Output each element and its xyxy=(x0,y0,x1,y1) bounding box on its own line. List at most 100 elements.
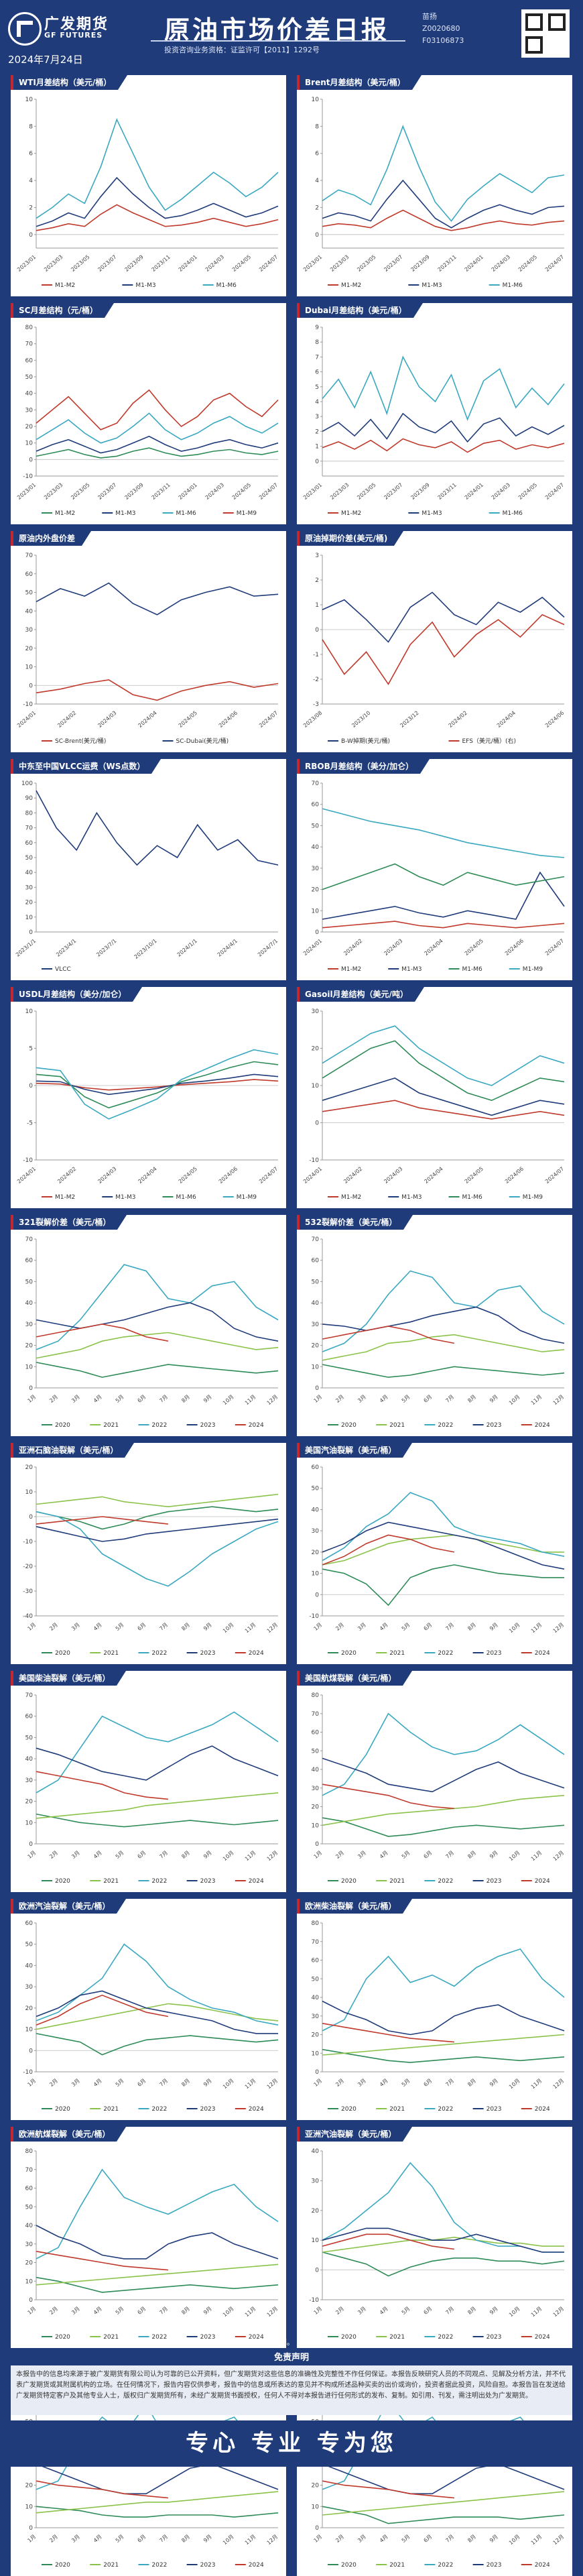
x-tick-label: 2023/11 xyxy=(151,482,172,501)
title-divider xyxy=(151,40,405,42)
y-tick-label: -20 xyxy=(23,1564,33,1570)
y-tick-label: 0 xyxy=(29,929,33,936)
x-tick-label: 2023/01 xyxy=(302,254,323,273)
y-tick-label: 20 xyxy=(25,2260,34,2267)
chart-panel: 亚洲石脑油裂解（美元/桶） -40 -30 -20 -10 0 10 20 1月 2月 3月 4月 5月… xyxy=(11,1443,286,1664)
x-tick-label: 12月 xyxy=(266,2078,279,2091)
series-line xyxy=(36,1518,279,1542)
chart-title: 原油掉期价差(美元/桶) xyxy=(297,531,404,546)
series-line xyxy=(322,2480,454,2499)
x-tick-label: 12月 xyxy=(552,2306,566,2319)
x-tick-label: 5月 xyxy=(115,2078,125,2088)
y-tick-label: 10 xyxy=(312,2050,320,2057)
legend-label: M1-M6 xyxy=(503,282,523,289)
chart-svg: -10 0 10 20 30 40 50 60 1月 2月 3月 4月 5月 6月 7月 8月 9月 10月 11月… xyxy=(309,1464,565,1657)
x-tick-label: 6月 xyxy=(423,2306,434,2316)
x-tick-label: 2023/10/1 xyxy=(133,938,158,960)
legend-label: 2021 xyxy=(389,1422,405,1429)
analyst-id-2: F03106873 xyxy=(422,36,464,45)
x-tick-label: 12月 xyxy=(266,1622,279,1635)
y-tick-label: 0 xyxy=(29,232,33,239)
y-tick-label: 0 xyxy=(315,459,319,465)
y-tick-label: 2 xyxy=(315,577,319,584)
x-tick-label: 9月 xyxy=(489,2534,499,2544)
x-tick-label: 2023/09 xyxy=(409,254,430,273)
x-tick-label: 2023/10 xyxy=(350,710,371,729)
x-tick-label: 7月 xyxy=(444,1622,455,1632)
y-tick-label: 60 xyxy=(312,1958,320,1965)
x-tick-label: 10月 xyxy=(508,1622,521,1635)
y-tick-label: 100 xyxy=(21,780,33,787)
y-tick-label: 30 xyxy=(25,627,34,634)
series-line xyxy=(322,871,565,920)
x-tick-label: 4月 xyxy=(92,1850,103,1860)
x-tick-label: 2023/08 xyxy=(302,710,323,729)
legend-label: 2021 xyxy=(103,1878,119,1885)
chart-svg: 0 10 20 30 40 50 60 70 80 90 100 2023/1/1 2023/4/1 20… xyxy=(15,780,279,973)
x-tick-label: 7月 xyxy=(444,1394,455,1404)
x-tick-label: 1月 xyxy=(312,1850,323,1860)
x-tick-label: 1月 xyxy=(312,2534,323,2544)
chart-panel: 原油掉期价差(美元/桶) -3 -2 -1 0 1 2 3 2023/08 2023/10 2023… xyxy=(297,531,572,752)
x-tick-label: 2月 xyxy=(334,2078,345,2088)
x-tick-label: 7月 xyxy=(444,2534,455,2544)
chart-svg: 0 1 2 3 4 5 6 7 8 9 2023/01 2023/03 2023/05 2023/07 20… xyxy=(302,325,565,517)
legend-label: 2023 xyxy=(487,2562,502,2569)
x-tick-label: 7月 xyxy=(158,1622,169,1632)
series-line xyxy=(36,412,279,444)
chart-panel: 欧洲航煤裂解（美元/桶） 0 10 20 30 40 50 60 70 80 1月 2月 3月 4月 5月 6… xyxy=(11,2127,286,2348)
x-tick-label: 9月 xyxy=(202,2534,213,2544)
series-line xyxy=(322,1795,565,1826)
x-tick-label: 5月 xyxy=(401,1622,411,1632)
x-tick-label: 2024/06 xyxy=(218,710,239,729)
x-tick-label: 2023/03 xyxy=(43,254,64,273)
x-tick-label: 6月 xyxy=(137,2078,147,2088)
x-tick-label: 2024/01 xyxy=(464,254,484,273)
x-tick-label: 11月 xyxy=(530,1850,543,1863)
series-line xyxy=(36,2463,279,2495)
x-tick-label: 7月 xyxy=(158,1850,169,1860)
y-tick-label: -5 xyxy=(27,1120,33,1127)
x-tick-label: 2024/03 xyxy=(96,710,117,729)
x-tick-label: 2月 xyxy=(48,2078,59,2088)
y-tick-label: 70 xyxy=(25,1236,34,1243)
legend-label: 2021 xyxy=(103,1650,119,1657)
x-tick-label: 11月 xyxy=(530,2534,543,2546)
y-tick-label: 2 xyxy=(315,204,319,211)
y-tick-label: 0 xyxy=(29,2048,33,2054)
y-tick-label: -10 xyxy=(23,1157,33,1164)
y-tick-label: 50 xyxy=(25,374,34,381)
legend-label: M1-M6 xyxy=(462,966,483,973)
legend-label: 2021 xyxy=(389,2106,405,2113)
chart-panel: 亚洲汽油裂解（美元/桶） -10 0 10 20 30 40 1月 2月 3月 4月 5月 6月 7月 8月… xyxy=(297,2127,572,2348)
report-title: 原油市场价差日报 xyxy=(164,15,390,45)
y-tick-label: 1 xyxy=(315,602,319,609)
y-tick-label: 60 xyxy=(25,1920,34,1927)
x-tick-label: 1月 xyxy=(312,1622,323,1632)
x-tick-label: 2024/05 xyxy=(517,254,538,273)
y-tick-label: 70 xyxy=(25,1692,34,1699)
x-tick-label: 6月 xyxy=(423,1622,434,1632)
disclaimer-title: 免责声明 xyxy=(11,2351,572,2365)
x-tick-label: 8月 xyxy=(180,1850,191,1860)
x-tick-label: 2024/04 xyxy=(137,1166,158,1185)
series-line xyxy=(36,204,279,231)
legend-label: 2023 xyxy=(487,2106,502,2113)
x-tick-label: 4月 xyxy=(92,1622,103,1632)
series-line xyxy=(36,1049,279,1120)
y-tick-label: 4 xyxy=(315,399,319,406)
legend-label: 2022 xyxy=(438,1878,453,1885)
y-tick-label: 60 xyxy=(312,1730,320,1737)
y-tick-label: 40 xyxy=(312,1767,320,1773)
legend-label: 2020 xyxy=(341,1422,357,1429)
chart-panel: 欧洲柴油裂解（美元/桶） 0 10 20 30 40 50 60 70 80 1月 2月 3月 4月 5月 6… xyxy=(297,1899,572,2120)
x-tick-label: 4月 xyxy=(379,1394,389,1404)
legend-label: 2023 xyxy=(200,2106,216,2113)
x-tick-label: 2024/07 xyxy=(544,254,565,273)
y-tick-label: 0 xyxy=(315,232,319,239)
series-line xyxy=(322,1948,565,2032)
chart-panel: 美国航煤裂解（美元/桶） 0 10 20 30 40 50 60 70 80 1月 2月 3月 4月 5月 6… xyxy=(297,1671,572,1892)
y-tick-label: 60 xyxy=(25,357,34,364)
series-line xyxy=(322,2491,565,2516)
x-tick-label: 8月 xyxy=(466,2306,477,2316)
